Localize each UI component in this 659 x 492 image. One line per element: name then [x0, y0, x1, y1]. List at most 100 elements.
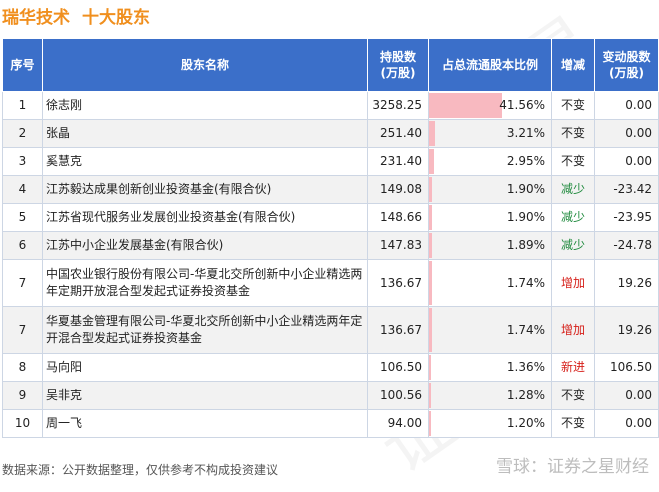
- shares-held: 94.00: [367, 409, 429, 438]
- table-row: 10 周一飞 94.00 1.20% 不变 0.00: [2, 409, 659, 438]
- ratio-bar: [429, 308, 433, 352]
- shareholder-name: 周一飞: [42, 409, 368, 438]
- change-status: 增加: [551, 259, 595, 307]
- share-delta: 0.00: [594, 119, 659, 148]
- row-index: 4: [2, 175, 43, 204]
- share-delta: -23.95: [594, 203, 659, 232]
- ratio-value: 1.90%: [506, 210, 545, 224]
- ratio-value: 2.95%: [506, 154, 545, 168]
- table-row: 8 马向阳 106.50 1.36% 新进 106.50: [2, 353, 659, 382]
- ratio-cell: 41.56%: [428, 91, 552, 120]
- change-status: 减少: [551, 203, 595, 232]
- ratio-bar: [429, 149, 435, 174]
- table-row: 2 张晶 251.40 3.21% 不变 0.00: [2, 119, 659, 148]
- ratio-bar: [429, 383, 432, 408]
- ratio-value: 1.89%: [506, 238, 545, 252]
- ratio-cell: 1.28%: [428, 381, 552, 410]
- shares-held: 100.56: [367, 381, 429, 410]
- row-index: 2: [2, 119, 43, 148]
- ratio-cell: 1.74%: [428, 306, 552, 354]
- table-row: 7 中国农业银行股份有限公司-华夏北交所创新中小企业精选两年定期开放混合型发起式证…: [2, 259, 659, 307]
- row-index: 5: [2, 203, 43, 232]
- ratio-cell: 1.90%: [428, 175, 552, 204]
- row-index: 3: [2, 147, 43, 176]
- brand-logo: 雪球：证券之星财经: [496, 457, 649, 477]
- change-status: 减少: [551, 231, 595, 260]
- shares-held: 147.83: [367, 231, 429, 260]
- ratio-cell: 1.36%: [428, 353, 552, 382]
- shareholder-name: 江苏中小企业发展基金(有限合伙): [42, 231, 368, 260]
- row-index: 9: [2, 381, 43, 410]
- row-index: 10: [2, 409, 43, 438]
- ratio-bar: [429, 205, 433, 230]
- shareholder-name: 徐志刚: [42, 91, 368, 120]
- table-row: 4 江苏毅达成果创新创业投资基金(有限合伙) 149.08 1.90% 减少 -23.42: [2, 175, 659, 204]
- shareholder-name: 华夏基金管理有限公司-华夏北交所创新中小企业精选两年定开混合型发起式证券投资基金: [42, 306, 368, 354]
- shares-held: 136.67: [367, 306, 429, 354]
- shareholder-name: 马向阳: [42, 353, 368, 382]
- ratio-value: 1.74%: [506, 275, 545, 290]
- topic-name: 十大股东: [82, 8, 150, 28]
- shareholder-name: 中国农业银行股份有限公司-华夏北交所创新中小企业精选两年定期开放混合型发起式证券…: [42, 259, 368, 307]
- ratio-value: 1.74%: [506, 322, 545, 337]
- ratio-bar: [429, 121, 435, 146]
- shareholder-name: 江苏省现代服务业发展创业投资基金(有限合伙): [42, 203, 368, 232]
- shareholder-name: 吴非克: [42, 381, 368, 410]
- ratio-value: 41.56%: [499, 98, 545, 112]
- change-status: 增加: [551, 306, 595, 354]
- share-delta: 19.26: [594, 306, 659, 354]
- ratio-value: 1.20%: [506, 416, 545, 430]
- shareholder-table: 序号 股东名称 持股数 (万股) 占总流通股本比例 增减 变动股数 (万股) 1…: [2, 38, 659, 438]
- ratio-bar: [429, 411, 432, 436]
- table-row: 6 江苏中小企业发展基金(有限合伙) 147.83 1.89% 减少 -24.78: [2, 231, 659, 260]
- share-delta: 19.26: [594, 259, 659, 307]
- ratio-bar: [429, 177, 433, 202]
- data-source-note: 数据来源：公开数据整理，仅供参考不构成投资建议: [2, 463, 279, 477]
- ratio-cell: 3.21%: [428, 119, 552, 148]
- col-header-index: 序号: [2, 38, 43, 92]
- row-index: 1: [2, 91, 43, 120]
- share-delta: -23.42: [594, 175, 659, 204]
- table-row: 7 华夏基金管理有限公司-华夏北交所创新中小企业精选两年定开混合型发起式证券投资基…: [2, 306, 659, 354]
- row-index: 7: [2, 306, 43, 354]
- shares-held: 231.40: [367, 147, 429, 176]
- page-title: 瑞华技术 十大股东: [2, 3, 150, 29]
- ratio-cell: 1.20%: [428, 409, 552, 438]
- table-row: 1 徐志刚 3258.25 41.56% 不变 0.00: [2, 91, 659, 120]
- shareholder-name: 江苏毅达成果创新创业投资基金(有限合伙): [42, 175, 368, 204]
- shares-held: 251.40: [367, 119, 429, 148]
- share-delta: 106.50: [594, 353, 659, 382]
- shareholder-name: 奚慧克: [42, 147, 368, 176]
- ratio-value: 1.90%: [506, 182, 545, 196]
- ratio-value: 3.21%: [506, 126, 545, 140]
- shares-held: 106.50: [367, 353, 429, 382]
- ratio-bar: [429, 261, 433, 305]
- ratio-cell: 1.90%: [428, 203, 552, 232]
- ratio-cell: 2.95%: [428, 147, 552, 176]
- share-delta: -24.78: [594, 231, 659, 260]
- ratio-value: 1.36%: [506, 360, 545, 374]
- shares-held: 148.66: [367, 203, 429, 232]
- ratio-bar: [429, 355, 432, 380]
- shares-held: 149.08: [367, 175, 429, 204]
- col-header-delta: 变动股数 (万股): [594, 38, 659, 92]
- shares-held: 3258.25: [367, 91, 429, 120]
- change-status: 新进: [551, 353, 595, 382]
- col-header-name: 股东名称: [42, 38, 368, 92]
- row-index: 6: [2, 231, 43, 260]
- change-status: 不变: [551, 91, 595, 120]
- ratio-cell: 1.89%: [428, 231, 552, 260]
- ratio-value: 1.28%: [506, 388, 545, 402]
- share-delta: 0.00: [594, 409, 659, 438]
- table-row: 9 吴非克 100.56 1.28% 不变 0.00: [2, 381, 659, 410]
- change-status: 不变: [551, 147, 595, 176]
- ratio-cell: 1.74%: [428, 259, 552, 307]
- ratio-bar: [429, 233, 433, 258]
- shareholder-name: 张晶: [42, 119, 368, 148]
- table-row: 5 江苏省现代服务业发展创业投资基金(有限合伙) 148.66 1.90% 减少 -23.…: [2, 203, 659, 232]
- change-status: 不变: [551, 409, 595, 438]
- share-delta: 0.00: [594, 147, 659, 176]
- col-header-ratio: 占总流通股本比例: [428, 38, 552, 92]
- row-index: 7: [2, 259, 43, 307]
- change-status: 减少: [551, 175, 595, 204]
